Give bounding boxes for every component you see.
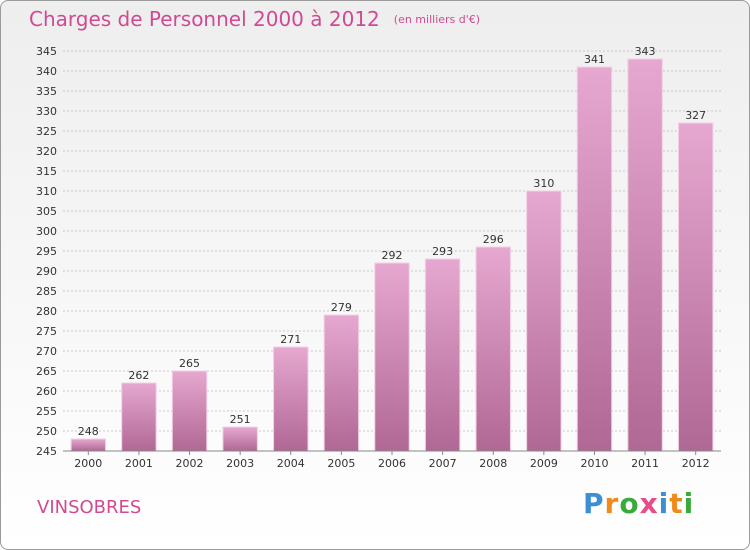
logo-letter: o — [619, 487, 640, 520]
bar-2007 — [424, 258, 461, 452]
y-tick-label: 280 — [36, 305, 57, 318]
bar-2002 — [171, 370, 208, 452]
data-label-2000: 248 — [78, 425, 99, 438]
x-tick-label-2008: 2008 — [479, 457, 507, 470]
x-axis-ticks: 2000 2001 2002 2003 2004 2005 2006 2007 2008 2009… — [74, 451, 710, 470]
data-label-2009: 310 — [533, 177, 554, 190]
y-tick-label: 270 — [36, 345, 57, 358]
y-axis-ticks: 245 250 255 260 265 270 275 280 285 290 295 300 305 3… — [36, 45, 57, 458]
proxiti-logo: Proxiti — [583, 487, 694, 520]
x-tick-label-2005: 2005 — [327, 457, 355, 470]
bar-2001 — [121, 382, 157, 452]
bar-2005 — [323, 314, 360, 452]
data-label-2003: 251 — [230, 413, 251, 426]
data-label-2002: 265 — [179, 357, 200, 370]
data-label-2007: 293 — [432, 245, 453, 258]
bar-2003 — [222, 426, 258, 452]
y-tick-label: 255 — [36, 405, 57, 418]
y-tick-label: 285 — [36, 285, 57, 298]
bars — [70, 58, 714, 452]
x-tick-label-2012: 2012 — [682, 457, 710, 470]
bar-2006 — [374, 262, 410, 452]
chart-title-text: Charges de Personnel 2000 à 2012 — [29, 7, 380, 31]
y-tick-label: 305 — [36, 205, 57, 218]
bar-2012 — [677, 122, 714, 452]
logo-letter: P — [583, 487, 605, 520]
x-tick-label-2003: 2003 — [226, 457, 254, 470]
x-tick-label-2007: 2007 — [429, 457, 457, 470]
bar-2009 — [526, 190, 562, 452]
bar-2011 — [627, 58, 663, 452]
x-tick-label-2000: 2000 — [74, 457, 102, 470]
y-tick-label: 325 — [36, 125, 57, 138]
y-tick-label: 320 — [36, 145, 57, 158]
logo-letter: x — [639, 487, 659, 520]
data-labels: 248 262 265 251 271 279 292 293 296 310 341 343 327 — [78, 45, 706, 438]
logo-letter: i — [683, 487, 695, 520]
x-tick-label-2011: 2011 — [631, 457, 659, 470]
y-tick-label: 245 — [36, 445, 57, 458]
data-label-2001: 262 — [128, 369, 149, 382]
y-tick-label: 340 — [36, 65, 57, 78]
y-tick-label: 345 — [36, 45, 57, 58]
data-label-2008: 296 — [483, 233, 504, 246]
x-tick-label-2009: 2009 — [530, 457, 558, 470]
place-name: VINSOBRES — [37, 497, 142, 518]
y-tick-label: 250 — [36, 425, 57, 438]
y-tick-label: 290 — [36, 265, 57, 278]
x-tick-label-2001: 2001 — [125, 457, 153, 470]
logo-letter: t — [669, 487, 684, 520]
data-label-2010: 341 — [584, 53, 605, 66]
chart-title: Charges de Personnel 2000 à 2012 (en mill… — [29, 7, 480, 31]
x-tick-label-2004: 2004 — [277, 457, 305, 470]
data-label-2012: 327 — [685, 109, 706, 122]
y-tick-label: 275 — [36, 325, 57, 338]
y-tick-label: 335 — [36, 85, 57, 98]
bar-2000 — [70, 438, 107, 452]
data-label-2006: 292 — [382, 249, 403, 262]
y-tick-label: 300 — [36, 225, 57, 238]
data-label-2011: 343 — [635, 45, 656, 58]
bar-2004 — [273, 346, 309, 452]
y-tick-label: 265 — [36, 365, 57, 378]
bar-2008 — [475, 246, 511, 452]
y-tick-label: 310 — [36, 185, 57, 198]
y-tick-label: 295 — [36, 245, 57, 258]
bar-2010 — [576, 66, 613, 452]
y-tick-label: 260 — [36, 385, 57, 398]
logo-letter: r — [604, 487, 620, 520]
x-tick-label-2006: 2006 — [378, 457, 406, 470]
logo-letter: i — [658, 487, 670, 520]
chart-unit: (en milliers d'€) — [393, 13, 481, 26]
y-tick-label: 330 — [36, 105, 57, 118]
data-label-2004: 271 — [280, 333, 301, 346]
y-tick-label: 315 — [36, 165, 57, 178]
data-label-2005: 279 — [331, 301, 352, 314]
x-tick-label-2010: 2010 — [580, 457, 608, 470]
x-tick-label-2002: 2002 — [176, 457, 204, 470]
